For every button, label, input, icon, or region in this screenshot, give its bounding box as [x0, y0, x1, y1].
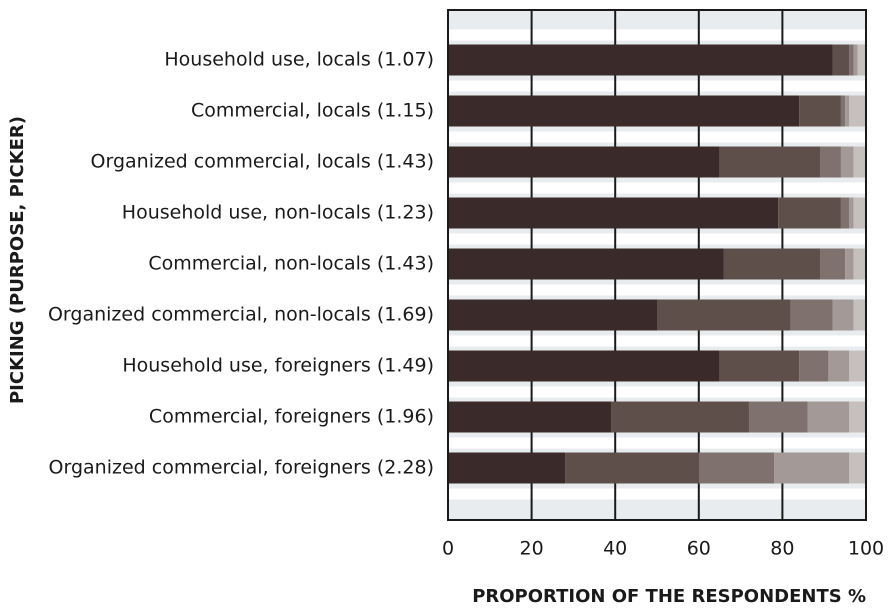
bar-segment	[849, 44, 854, 76]
bar-segment	[778, 197, 841, 229]
y-tick-label: Organized commercial, foreigners (2.28)	[49, 457, 434, 479]
bar-segment	[448, 350, 720, 382]
x-axis-label: PROPORTION OF THE RESPONDENTS %	[472, 586, 866, 607]
bar-segment	[448, 452, 566, 484]
bar-segment	[565, 452, 699, 484]
bar-segment	[799, 95, 841, 127]
bar-segment	[853, 299, 866, 331]
bar-segment	[807, 401, 850, 433]
bar-segment	[774, 452, 850, 484]
row-separator	[448, 29, 866, 41]
row-separator	[448, 437, 866, 449]
row-separator	[448, 284, 866, 296]
y-tick-label: Household use, non-locals (1.23)	[122, 202, 434, 224]
bar-segment	[820, 248, 846, 280]
row-separator	[448, 233, 866, 245]
row-separator	[448, 182, 866, 194]
bar-segment	[723, 248, 821, 280]
y-tick-label: Household use, locals (1.07)	[164, 49, 434, 71]
bar-segment	[853, 44, 858, 76]
bar-segment	[657, 299, 791, 331]
bar-segment	[849, 350, 866, 382]
bar-segment	[840, 197, 850, 229]
bar-segment	[698, 452, 775, 484]
y-tick-label: Household use, foreigners (1.49)	[122, 355, 434, 377]
bar-segment	[448, 299, 657, 331]
bar-segment	[448, 401, 612, 433]
row-separator	[448, 335, 866, 347]
row-separator	[448, 386, 866, 398]
plot-border	[447, 9, 867, 521]
bar-segment	[448, 146, 720, 178]
bar-segment	[849, 452, 866, 484]
bar-segment	[840, 95, 846, 127]
bar-segment	[857, 44, 866, 76]
bar-segment	[748, 401, 808, 433]
bar-segment	[719, 146, 821, 178]
y-tick-label: Commercial, foreigners (1.96)	[149, 406, 434, 428]
bar-segment	[849, 401, 866, 433]
bar-segment	[840, 146, 854, 178]
bar-segment	[853, 197, 866, 229]
y-tick-label: Organized commercial, locals (1.43)	[91, 151, 434, 173]
row-separator	[448, 80, 866, 92]
bar-segment	[849, 197, 854, 229]
bar-segment	[853, 248, 866, 280]
x-tick-label: 20	[520, 538, 544, 560]
row-separator	[448, 488, 866, 500]
y-tick-label: Commercial, locals (1.15)	[191, 100, 434, 122]
bar-segment	[853, 146, 866, 178]
x-tick-label: 40	[603, 538, 627, 560]
bar-segment	[611, 401, 749, 433]
bar-segment	[448, 197, 779, 229]
x-tick-label: 60	[687, 538, 711, 560]
row-separator	[448, 131, 866, 143]
bar-segment	[448, 248, 724, 280]
x-tick-label: 100	[848, 538, 884, 560]
x-tick-label: 0	[442, 538, 454, 560]
y-axis-label: PICKING (PURPOSE, PICKER)	[7, 116, 28, 404]
bar-segment	[448, 44, 833, 76]
bar-segment	[820, 146, 841, 178]
bar-segment	[719, 350, 800, 382]
bar-segment	[790, 299, 833, 331]
y-tick-label: Commercial, non-locals (1.43)	[148, 253, 434, 275]
bar-segment	[845, 95, 850, 127]
bar-segment	[832, 299, 854, 331]
bar-segment	[828, 350, 850, 382]
bar-segment	[448, 95, 800, 127]
x-tick-label: 80	[770, 538, 794, 560]
y-tick-label: Organized commercial, non-locals (1.69)	[48, 304, 434, 326]
bar-segment	[799, 350, 829, 382]
bar-segment	[832, 44, 850, 76]
bar-segment	[849, 95, 866, 127]
bar-segment	[845, 248, 854, 280]
